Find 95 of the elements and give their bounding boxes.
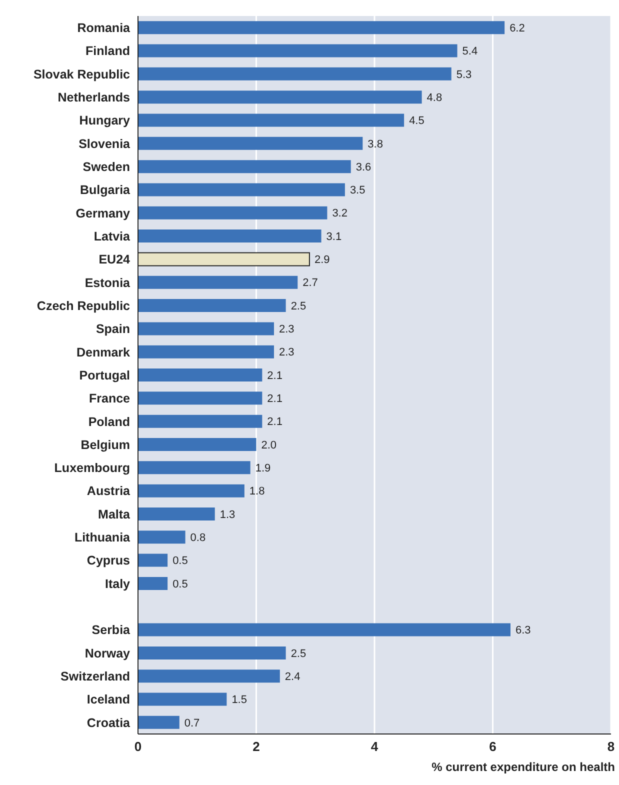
y-tick-label: France xyxy=(89,392,130,406)
y-tick-label: Slovak Republic xyxy=(33,67,130,82)
data-label: 2.3 xyxy=(278,346,294,359)
y-tick-label: Portugal xyxy=(79,368,130,382)
bar xyxy=(138,623,510,636)
data-label: 3.8 xyxy=(368,138,383,150)
x-tick-label: 0 xyxy=(134,739,142,754)
bar xyxy=(138,114,404,127)
data-label: 2.9 xyxy=(314,254,330,266)
y-tick-label: Cyprus xyxy=(86,554,130,568)
y-tick-label: Estonia xyxy=(84,276,132,290)
data-label: 3.1 xyxy=(326,230,342,243)
bar xyxy=(138,554,168,567)
bar xyxy=(138,507,215,520)
bar xyxy=(138,276,298,289)
y-tick-label: Hungary xyxy=(79,114,130,128)
data-label: 1.8 xyxy=(249,486,265,498)
data-label: 6.3 xyxy=(515,624,531,637)
bar xyxy=(138,461,250,474)
data-label: 1.3 xyxy=(220,508,236,521)
y-tick-label: Czech Republic xyxy=(36,298,130,313)
data-label: 2.1 xyxy=(267,416,282,428)
bar xyxy=(138,90,422,104)
data-label: 2.3 xyxy=(278,324,294,336)
bar xyxy=(138,206,328,220)
data-label: 0.8 xyxy=(190,532,206,544)
y-tick-label: Slovenia xyxy=(78,136,132,151)
y-tick-label: Romania xyxy=(77,21,132,36)
x-tick-label: 6 xyxy=(489,739,496,754)
data-label: 2.1 xyxy=(267,370,282,382)
bar xyxy=(138,392,262,405)
y-tick-label: Luxembourg xyxy=(54,461,130,476)
bar xyxy=(138,670,280,683)
bar xyxy=(138,530,186,544)
x-tick-label: 2 xyxy=(252,739,260,754)
y-tick-label: Germany xyxy=(76,206,130,220)
y-tick-label: Serbia xyxy=(92,623,132,638)
bar xyxy=(138,414,262,428)
data-label: 2.4 xyxy=(284,670,300,683)
bar xyxy=(138,345,274,358)
data-label: 5.3 xyxy=(456,68,472,81)
data-label: 1.5 xyxy=(232,694,247,706)
y-tick-label: Belgium xyxy=(80,438,130,452)
bar xyxy=(138,136,363,150)
bar xyxy=(138,646,286,660)
data-label: 0.5 xyxy=(172,555,188,568)
data-label: 3.5 xyxy=(350,184,366,197)
y-tick-label: Poland xyxy=(88,414,130,429)
data-label: 2.5 xyxy=(290,300,306,312)
data-label: 4.5 xyxy=(409,115,424,128)
bar xyxy=(138,21,505,34)
bar xyxy=(138,484,244,498)
bar xyxy=(138,299,286,312)
data-label: 2.7 xyxy=(302,277,318,290)
data-label: 3.2 xyxy=(332,208,348,220)
data-label: 2.1 xyxy=(267,393,282,406)
y-tick-label: Lithuania xyxy=(74,530,132,545)
data-label: 5.4 xyxy=(462,46,478,58)
bar xyxy=(138,67,452,80)
bar xyxy=(138,183,345,196)
data-label: 0.5 xyxy=(172,578,188,590)
data-label: 4.8 xyxy=(426,92,442,104)
data-label: 2.0 xyxy=(261,439,277,452)
x-axis-title: % current expenditure on health xyxy=(430,760,616,774)
x-tick-label: 8 xyxy=(607,739,615,754)
y-tick-label: Iceland xyxy=(86,692,130,707)
bar xyxy=(138,44,458,58)
data-label: 0.7 xyxy=(184,717,200,730)
y-tick-label: Finland xyxy=(86,44,130,58)
y-tick-label: Croatia xyxy=(86,716,132,730)
bar xyxy=(138,230,322,243)
y-tick-label: Bulgaria xyxy=(80,183,132,198)
y-tick-label: Switzerland xyxy=(60,670,130,684)
y-tick-label: Norway xyxy=(84,646,130,660)
data-label: 3.6 xyxy=(356,161,372,174)
y-tick-label: EU24 xyxy=(98,252,130,267)
y-tick-label: Latvia xyxy=(94,229,132,244)
y-tick-label: Denmark xyxy=(76,345,130,360)
bar xyxy=(138,322,274,336)
bar xyxy=(138,160,351,174)
y-tick-label: Malta xyxy=(98,507,132,522)
y-tick-label: Italy xyxy=(104,576,130,591)
data-label: 6.2 xyxy=(510,22,525,34)
bar xyxy=(138,438,256,451)
data-label: 2.5 xyxy=(290,648,306,660)
x-tick-label: 4 xyxy=(370,739,379,754)
bar xyxy=(138,576,168,590)
y-tick-label: Sweden xyxy=(82,160,130,174)
data-label: 1.9 xyxy=(255,462,271,475)
y-tick-label: Austria xyxy=(86,484,132,498)
bar xyxy=(138,368,262,382)
bar xyxy=(138,716,180,729)
bar xyxy=(138,692,227,706)
y-tick-label: Netherlands xyxy=(58,90,130,104)
y-tick-label: Spain xyxy=(96,322,130,336)
